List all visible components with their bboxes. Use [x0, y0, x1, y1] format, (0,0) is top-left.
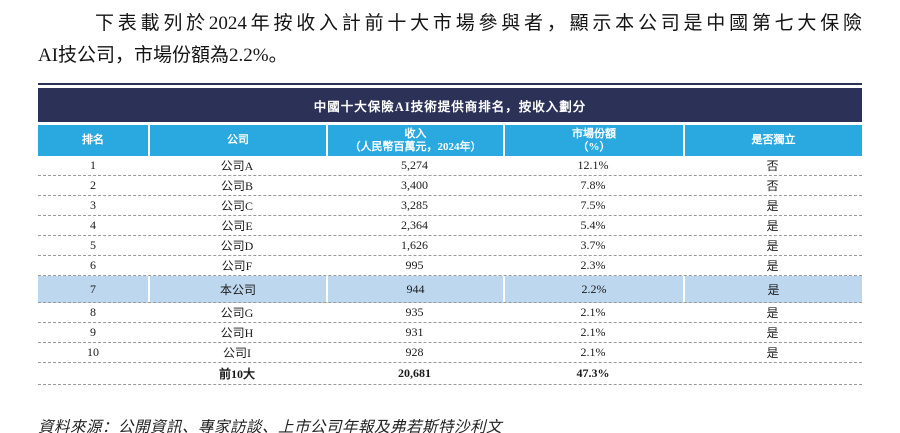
- source-note: 資料來源：公開資訊、專家訪談、上市公司年報及弗若斯特沙利文: [38, 419, 503, 433]
- cell-revenue: 935: [405, 305, 424, 319]
- intro-line-2: AI技公司，市場份額為2.2%。: [38, 45, 288, 66]
- cell-independent: 是: [766, 219, 779, 233]
- cell-company: 公司F: [221, 259, 253, 273]
- cell-rank: 7: [90, 281, 96, 296]
- cell-independent: [683, 363, 862, 384]
- cell-revenue: 20,681: [398, 366, 431, 380]
- cell-rank: 8: [90, 305, 96, 319]
- cell-independent: 是: [766, 326, 779, 340]
- table-row: 10 公司I 928 2.1% 是: [38, 343, 862, 363]
- table-header-row: 排名 公司 收入 （人民幣百萬元，2024年） 市場份額 （%） 是否獨立: [38, 125, 862, 156]
- cell-company: 公司D: [220, 239, 254, 253]
- cell-market-share: 7.5%: [580, 198, 606, 212]
- table-total-row: 前10大 20,681 47.3%: [38, 363, 862, 385]
- cell-market-share: 2.2%: [503, 276, 683, 302]
- cell-rank: 6: [90, 258, 96, 272]
- cell-rank: 2: [90, 178, 96, 192]
- cell-revenue: 3,400: [401, 178, 428, 192]
- cell-market-share: 3.7%: [580, 238, 606, 252]
- cell-company: 公司E: [221, 219, 253, 233]
- cell-rank: 9: [90, 325, 96, 339]
- table-title: 中國十大保險AI技術提供商排名，按收入劃分: [313, 99, 587, 114]
- cell-independent: 否: [766, 159, 779, 173]
- cell-rank: 10: [87, 345, 99, 359]
- cell-independent: 是: [766, 239, 779, 253]
- cell-revenue: 3,285: [401, 198, 428, 212]
- col-header-rank: 排名: [82, 134, 104, 146]
- table-row: 9 公司H 931 2.1% 是: [38, 323, 862, 343]
- table-title-bar: 中國十大保險AI技術提供商排名，按收入劃分: [38, 88, 862, 122]
- cell-revenue: 931: [405, 325, 424, 339]
- table-row: 2 公司B 3,400 7.8% 否: [38, 176, 862, 196]
- cell-market-share: 2.3%: [580, 258, 606, 272]
- col-header-company: 公司: [148, 125, 326, 156]
- cell-independent: 是: [766, 306, 779, 320]
- table-row: 1 公司A 5,274 12.1% 否: [38, 156, 862, 176]
- col-header-market-share: 市場份額 （%）: [503, 125, 683, 156]
- table-row: 8 公司G 935 2.1% 是: [38, 303, 862, 323]
- cell-revenue: 2,364: [401, 218, 428, 232]
- cell-revenue: 944: [326, 276, 503, 302]
- cell-market-share: 12.1%: [577, 158, 609, 172]
- cell-independent: 是: [766, 346, 779, 360]
- cell-company: 公司C: [220, 199, 253, 213]
- cell-market-share: 2.1%: [580, 345, 606, 359]
- intro-paragraph: 下表載列於2024年按收入計前十大市場參與者，顯示本公司是中國第七大保險 AI技…: [38, 8, 862, 72]
- intro-line-1: 下表載列於2024年按收入計前十大市場參與者，顯示本公司是中國第七大保險: [95, 13, 862, 34]
- cell-rank: 1: [90, 158, 96, 172]
- cell-market-share: 2.1%: [580, 325, 606, 339]
- cell-company: 公司B: [220, 179, 253, 193]
- cell-market-share: 7.8%: [580, 178, 606, 192]
- col-header-revenue: 收入 （人民幣百萬元，2024年）: [326, 125, 503, 156]
- cell-rank: 5: [90, 238, 96, 252]
- cell-company: 公司H: [220, 326, 254, 340]
- cell-market-share: 5.4%: [580, 218, 606, 232]
- cell-independent: 是: [683, 276, 862, 302]
- table-body: 1 公司A 5,274 12.1% 否 2 公司B 3,400 7.8% 否 3 公司C 3,285 7.…: [38, 156, 862, 363]
- cell-company: 公司G: [220, 306, 254, 320]
- cell-independent: 否: [766, 179, 779, 193]
- cell-market-share: 2.1%: [580, 305, 606, 319]
- cell-revenue: 928: [405, 345, 424, 359]
- cell-revenue: 995: [405, 258, 424, 272]
- cell-company: 公司A: [220, 159, 254, 173]
- table-row: 5 公司D 1,626 3.7% 是: [38, 236, 862, 256]
- table-row: 3 公司C 3,285 7.5% 是: [38, 196, 862, 216]
- cell-rank: 4: [90, 218, 96, 232]
- cell-rank: [38, 363, 148, 384]
- cell-revenue: 5,274: [401, 158, 428, 172]
- cell-revenue: 1,626: [401, 238, 428, 252]
- col-header-independent: 是否獨立: [683, 125, 862, 156]
- cell-independent: 是: [766, 259, 779, 273]
- table-row: 6 公司F 995 2.3% 是: [38, 256, 862, 276]
- cell-rank: 3: [90, 198, 96, 212]
- cell-market-share: 47.3%: [576, 366, 610, 380]
- cell-company: 公司I: [223, 346, 251, 360]
- ranking-table: 中國十大保險AI技術提供商排名，按收入劃分 排名 公司 收入 （人民幣百萬元，2…: [38, 83, 862, 385]
- table-row: 4 公司E 2,364 5.4% 是: [38, 216, 862, 236]
- cell-independent: 是: [766, 199, 779, 213]
- table-row-highlighted: 7 本公司 944 2.2% 是: [38, 276, 862, 303]
- cell-company: 本公司: [148, 276, 326, 302]
- table-top-rule: [38, 83, 862, 85]
- cell-company: 前10大: [218, 367, 255, 381]
